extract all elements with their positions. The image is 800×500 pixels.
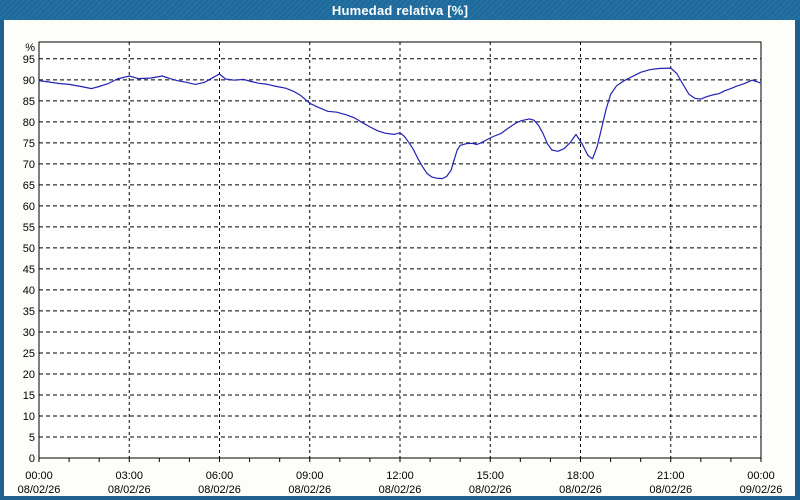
- y-axis-label-5: 5: [29, 432, 35, 444]
- x-axis-date-label-7: 08/02/26: [649, 484, 692, 496]
- y-axis-label-25: 25: [23, 348, 35, 360]
- y-axis-label-90: 90: [23, 75, 35, 87]
- x-axis-time-label-3: 09:00: [296, 470, 324, 482]
- x-axis-date-label-6: 08/02/26: [559, 484, 602, 496]
- x-axis-time-label-8: 00:00: [747, 470, 775, 482]
- y-axis-label-70: 70: [23, 159, 35, 171]
- x-axis-date-label-3: 08/02/26: [288, 484, 331, 496]
- x-axis-date-label-2: 08/02/26: [198, 484, 241, 496]
- y-axis-label-65: 65: [23, 180, 35, 192]
- y-axis-label-10: 10: [23, 411, 35, 423]
- x-axis-date-label-5: 08/02/26: [469, 484, 512, 496]
- y-axis-unit-label: %: [25, 42, 35, 54]
- y-axis-label-15: 15: [23, 390, 35, 402]
- title-bar: Humedad relativa [%]: [0, 0, 800, 20]
- y-axis-label-60: 60: [23, 201, 35, 213]
- x-axis-date-label-4: 08/02/26: [379, 484, 422, 496]
- y-axis-label-85: 85: [23, 96, 35, 108]
- x-axis-time-label-7: 21:00: [657, 470, 685, 482]
- x-axis-time-label-2: 06:00: [206, 470, 234, 482]
- y-axis-label-80: 80: [23, 117, 35, 129]
- x-axis-time-label-6: 18:00: [567, 470, 595, 482]
- humidity-line-chart: 0 5 10 15 20 25 30 35 40 45 50 55 60 65 70 75 80 85 90 95% 0…: [18, 41, 783, 496]
- plot-border: [38, 41, 762, 459]
- y-axis-label-55: 55: [23, 222, 35, 234]
- x-axis-time-label-5: 15:00: [476, 470, 504, 482]
- y-axis-label-0: 0: [29, 453, 35, 465]
- y-axis-label-20: 20: [23, 369, 35, 381]
- y-axis-label-30: 30: [23, 327, 35, 339]
- x-axis-time-label-1: 03:00: [115, 470, 143, 482]
- y-axis-label-45: 45: [23, 264, 35, 276]
- y-axis-label-75: 75: [23, 138, 35, 150]
- plot-background: [39, 42, 761, 458]
- y-axis-label-40: 40: [23, 285, 35, 297]
- y-axis-label-35: 35: [23, 306, 35, 318]
- chart-content-area: 0 5 10 15 20 25 30 35 40 45 50 55 60 65 70 75 80 85 90 95% 0…: [4, 20, 795, 496]
- humidity-line: [38, 67, 762, 180]
- chart-title: Humedad relativa [%]: [331, 2, 469, 18]
- x-axis-date-label-1: 08/02/26: [108, 484, 151, 496]
- x-axis-date-label-8: 09/02/26: [740, 484, 783, 496]
- y-axis-label-95: 95: [23, 54, 35, 66]
- x-axis-time-label-0: 00:00: [25, 470, 53, 482]
- x-axis-time-label-4: 12:00: [386, 470, 414, 482]
- y-axis-label-50: 50: [23, 243, 35, 255]
- x-axis-date-label-0: 08/02/26: [18, 484, 61, 496]
